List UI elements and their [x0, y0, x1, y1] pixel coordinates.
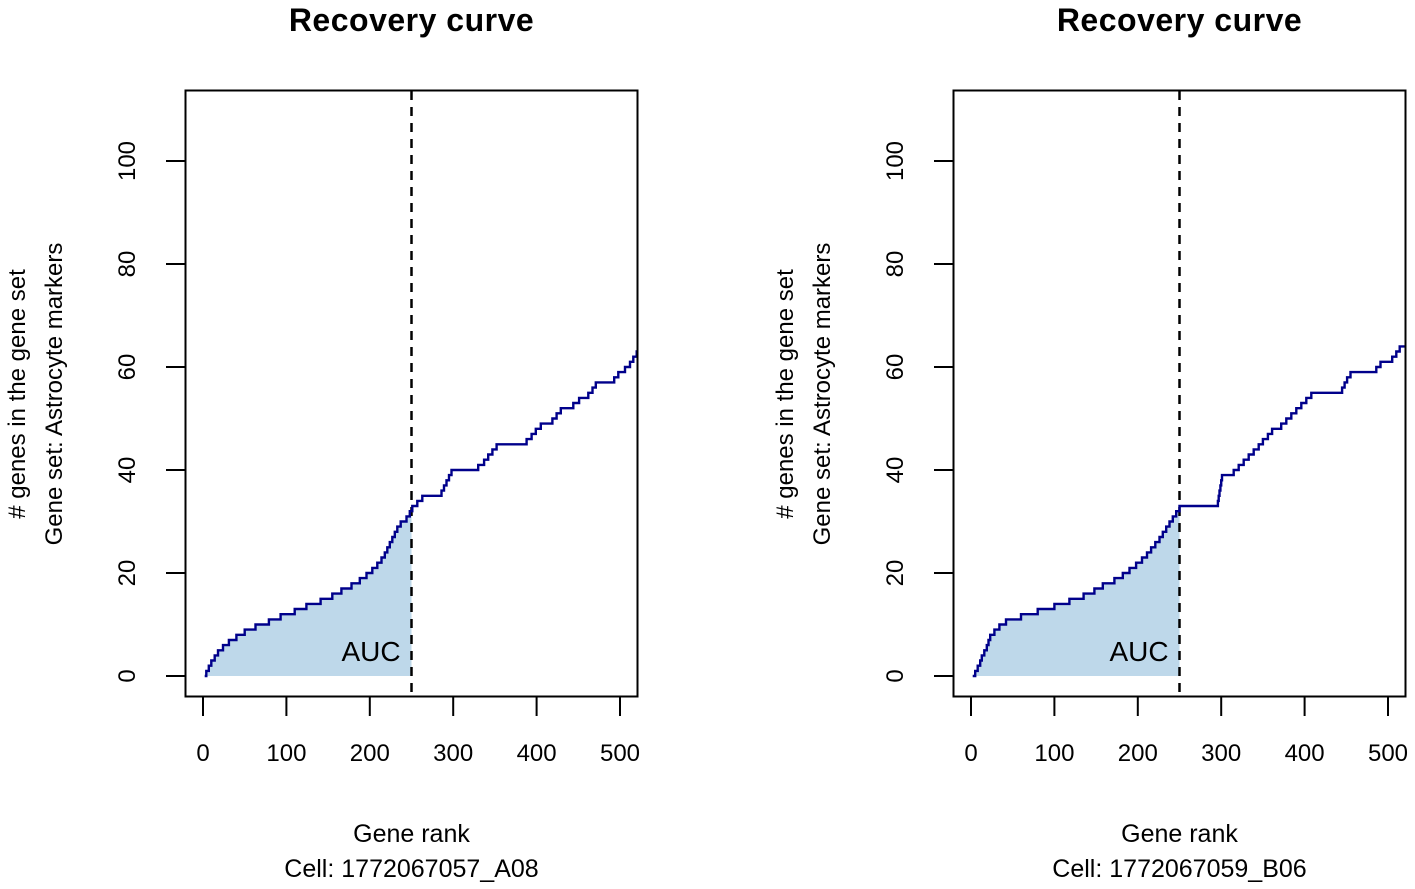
- plot-box: [952, 89, 1407, 698]
- x-axis-label: Gene rank: [353, 820, 470, 848]
- plot-area: AUC: [934, 89, 1407, 716]
- recovery-curve: [972, 345, 1406, 678]
- plot-title: Recovery curve: [1056, 2, 1303, 38]
- y-axis-label-line2: Gene set: Astrocyte markers: [809, 242, 836, 546]
- x-tick-label: 400: [1284, 740, 1325, 767]
- y-tick-label: 80: [114, 250, 141, 278]
- plot-box: [184, 89, 639, 698]
- x-tick-label: 100: [1034, 740, 1075, 767]
- y-tick-label: 40: [882, 456, 909, 484]
- plot-area: AUC: [166, 89, 639, 716]
- auc-annotation: AUC: [1109, 636, 1168, 667]
- y-tick-label: 0: [114, 669, 141, 683]
- y-tick-label: 100: [882, 140, 909, 182]
- y-tick-label: 100: [114, 140, 141, 182]
- panel-left: Recovery curve # genes in the gene set G…: [0, 0, 648, 889]
- x-tick-label: 0: [964, 740, 978, 767]
- auc-fill-area: [972, 506, 1180, 676]
- x-tick-label: 0: [196, 740, 210, 767]
- auc-annotation: AUC: [341, 636, 400, 667]
- x-tick-label: 300: [1201, 740, 1242, 767]
- auc-fill-area: [204, 511, 412, 676]
- y-tick-label: 60: [114, 353, 141, 381]
- y-tick-label: 60: [882, 353, 909, 381]
- y-tick-label: 0: [882, 669, 909, 683]
- y-axis-label-line1: # genes in the gene set: [772, 269, 799, 519]
- y-tick-label: 80: [882, 250, 909, 278]
- plot-title: Recovery curve: [288, 2, 535, 38]
- panel-right: Recovery curve # genes in the gene set G…: [768, 0, 1415, 889]
- y-tick-label: 20: [882, 559, 909, 587]
- x-tick-label: 200: [1117, 740, 1158, 767]
- x-tick-label: 300: [433, 740, 474, 767]
- x-tick-label: 100: [266, 740, 307, 767]
- x-axis-label: Gene rank: [1121, 820, 1238, 848]
- x-tick-label: 500: [1367, 740, 1409, 767]
- y-tick-label: 20: [114, 559, 141, 587]
- recovery-curve: [204, 350, 638, 678]
- x-tick-label: 400: [516, 740, 557, 767]
- y-axis-label-line2: Gene set: Astrocyte markers: [41, 242, 68, 546]
- cell-id-label: Cell: 1772067057_A08: [284, 855, 539, 883]
- x-tick-label: 500: [599, 740, 641, 767]
- cell-id-label: Cell: 1772067059_B06: [1052, 855, 1307, 883]
- x-tick-label: 200: [349, 740, 390, 767]
- y-tick-label: 40: [114, 456, 141, 484]
- y-axis-label-line1: # genes in the gene set: [4, 269, 31, 519]
